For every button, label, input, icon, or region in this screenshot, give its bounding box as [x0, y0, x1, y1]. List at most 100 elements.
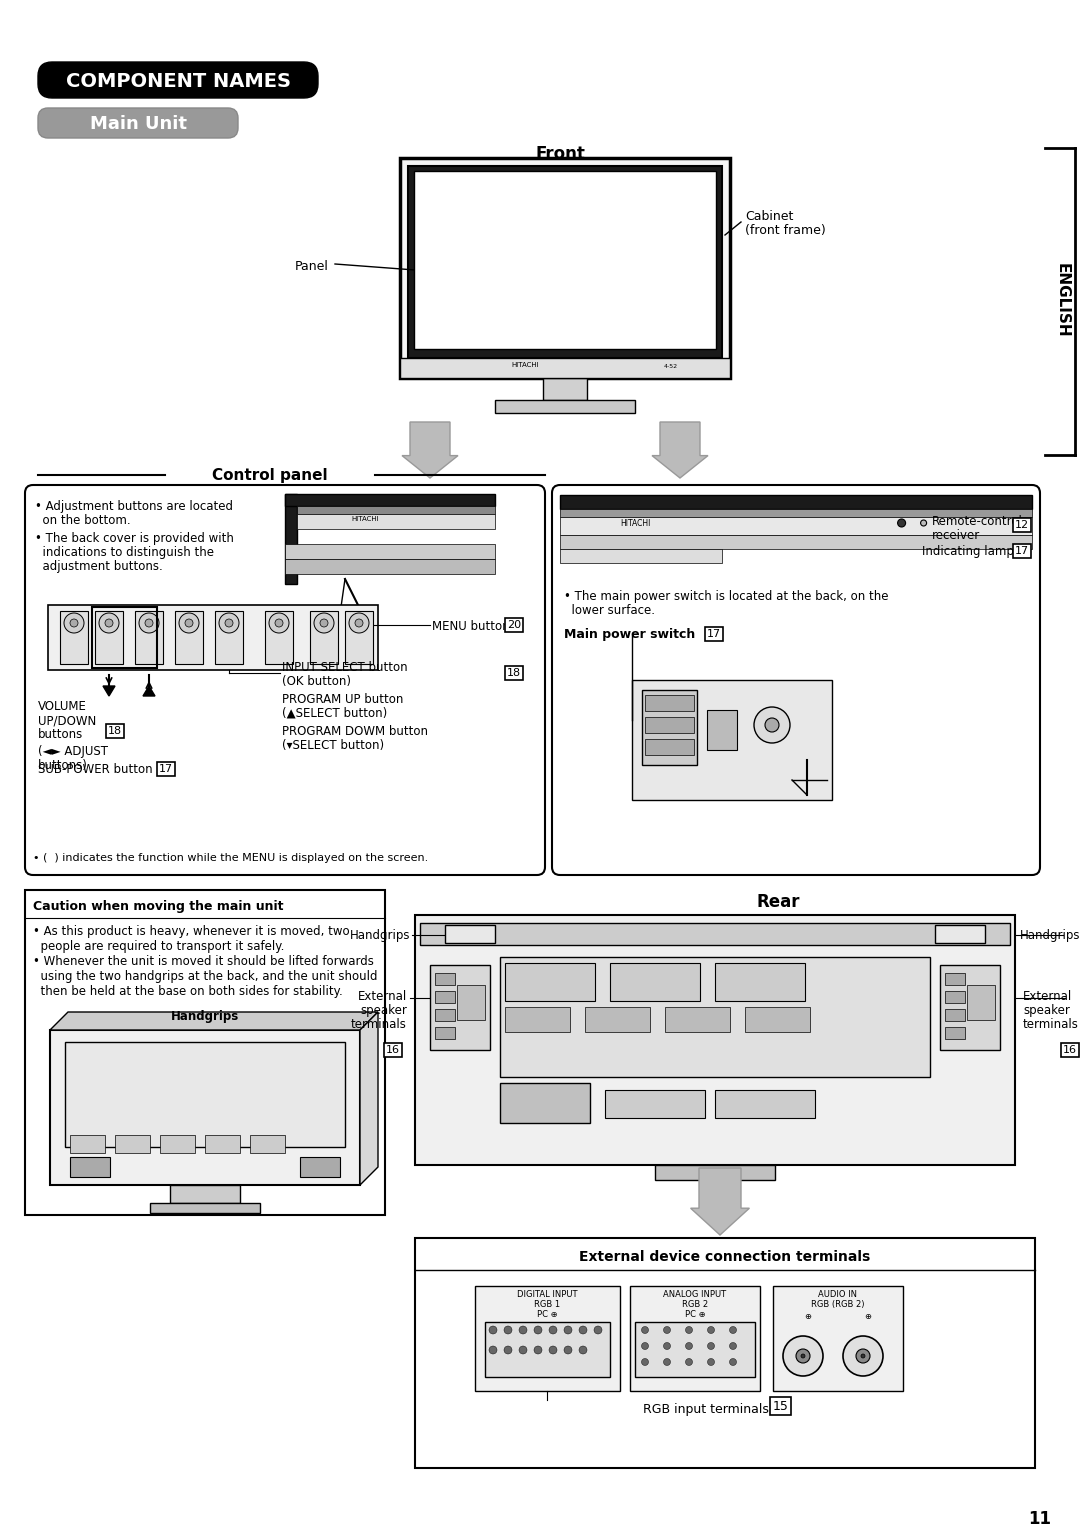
Text: HITACHI: HITACHI [620, 520, 650, 529]
Bar [707, 711, 737, 750]
Bar [645, 695, 694, 711]
Text: • The back cover is provided with: • The back cover is provided with [35, 532, 234, 545]
Text: COMPONENT NAMES: COMPONENT NAMES [66, 72, 291, 92]
Text: 17: 17 [159, 764, 173, 775]
Bar [345, 611, 373, 665]
Text: • Adjustment buttons are located: • Adjustment buttons are located [35, 500, 233, 513]
Circle shape [99, 613, 119, 633]
Text: ANALOG INPUT: ANALOG INPUT [663, 1290, 727, 1299]
Bar [285, 559, 495, 575]
Bar [285, 494, 495, 506]
Bar [160, 1135, 195, 1154]
Circle shape [64, 613, 84, 633]
Text: Caution when moving the main unit: Caution when moving the main unit [33, 900, 283, 914]
FancyBboxPatch shape [38, 63, 318, 98]
Bar [505, 963, 595, 1001]
Circle shape [179, 613, 199, 633]
Bar [285, 544, 495, 559]
Bar [475, 1287, 620, 1390]
Text: indications to distinguish the: indications to distinguish the [35, 545, 214, 559]
Circle shape [765, 718, 779, 732]
Text: Handgrips: Handgrips [1020, 929, 1080, 941]
Circle shape [504, 1346, 512, 1354]
Circle shape [269, 613, 289, 633]
Circle shape [349, 613, 369, 633]
Bar [65, 1042, 345, 1148]
Text: 18: 18 [507, 668, 521, 678]
Bar [610, 963, 700, 1001]
Bar [150, 1203, 260, 1213]
Text: buttons: buttons [38, 727, 83, 741]
Bar [967, 986, 995, 1021]
Bar [940, 966, 1000, 1050]
Bar [457, 986, 485, 1021]
Circle shape [534, 1326, 542, 1334]
Text: speaker: speaker [360, 1004, 407, 1018]
Circle shape [549, 1326, 557, 1334]
Bar [435, 973, 455, 986]
Text: adjustment buttons.: adjustment buttons. [35, 559, 163, 573]
Bar [435, 1008, 455, 1021]
Bar [645, 740, 694, 755]
Polygon shape [360, 1012, 378, 1186]
Circle shape [219, 613, 239, 633]
Text: SUB-POWER button: SUB-POWER button [38, 762, 152, 776]
Text: Main Unit: Main Unit [90, 115, 187, 133]
Text: • The main power switch is located at the back, on the: • The main power switch is located at th… [564, 590, 889, 604]
Bar [285, 494, 297, 584]
Circle shape [564, 1346, 572, 1354]
Text: INPUT SELECT button: INPUT SELECT button [282, 662, 407, 674]
Bar [70, 1157, 110, 1177]
Bar [249, 1135, 285, 1154]
Text: Indicating lamp: Indicating lamp [921, 545, 1013, 558]
Text: MENU button: MENU button [432, 620, 510, 633]
Circle shape [663, 1358, 671, 1366]
Bar [585, 1007, 650, 1031]
Bar [50, 1030, 360, 1186]
Text: RGB input terminals: RGB input terminals [644, 1403, 769, 1416]
Bar [561, 495, 1032, 509]
Circle shape [707, 1358, 715, 1366]
Bar [435, 992, 455, 1002]
Text: ENGLISH: ENGLISH [1054, 263, 1069, 338]
Circle shape [783, 1335, 823, 1377]
Circle shape [534, 1346, 542, 1354]
Bar [60, 611, 87, 665]
Bar [310, 611, 338, 665]
Text: speaker: speaker [1023, 1004, 1070, 1018]
Text: (◄► ADJUST: (◄► ADJUST [38, 746, 108, 758]
Circle shape [920, 520, 927, 526]
Text: ⊕: ⊕ [864, 1313, 872, 1322]
Circle shape [707, 1343, 715, 1349]
Text: Panel: Panel [295, 260, 329, 274]
Bar [435, 1027, 455, 1039]
Text: Control panel: Control panel [212, 468, 328, 483]
Circle shape [70, 619, 78, 626]
Circle shape [519, 1326, 527, 1334]
Text: receiver: receiver [932, 529, 980, 542]
Text: lower surface.: lower surface. [564, 604, 654, 617]
Bar [25, 889, 384, 1215]
Circle shape [275, 619, 283, 626]
Text: ⊕: ⊕ [805, 1313, 811, 1322]
Text: 16: 16 [1063, 1045, 1077, 1054]
Text: 16: 16 [386, 1045, 400, 1054]
Polygon shape [690, 1167, 750, 1235]
Bar [114, 1135, 150, 1154]
Bar [945, 992, 966, 1002]
Text: External device connection terminals: External device connection terminals [579, 1250, 870, 1264]
Bar [495, 400, 635, 413]
Circle shape [642, 1358, 648, 1366]
Text: 15: 15 [773, 1400, 788, 1412]
Bar [945, 973, 966, 986]
Bar [92, 607, 157, 668]
FancyBboxPatch shape [38, 108, 238, 138]
Circle shape [594, 1326, 602, 1334]
Text: people are required to transport it safely.: people are required to transport it safe… [33, 940, 284, 953]
Text: Cabinet: Cabinet [745, 209, 794, 223]
Text: (OK button): (OK button) [282, 675, 351, 688]
Text: terminals: terminals [351, 1018, 407, 1031]
Bar [415, 915, 1015, 1164]
Circle shape [663, 1326, 671, 1334]
Bar [561, 509, 1032, 516]
